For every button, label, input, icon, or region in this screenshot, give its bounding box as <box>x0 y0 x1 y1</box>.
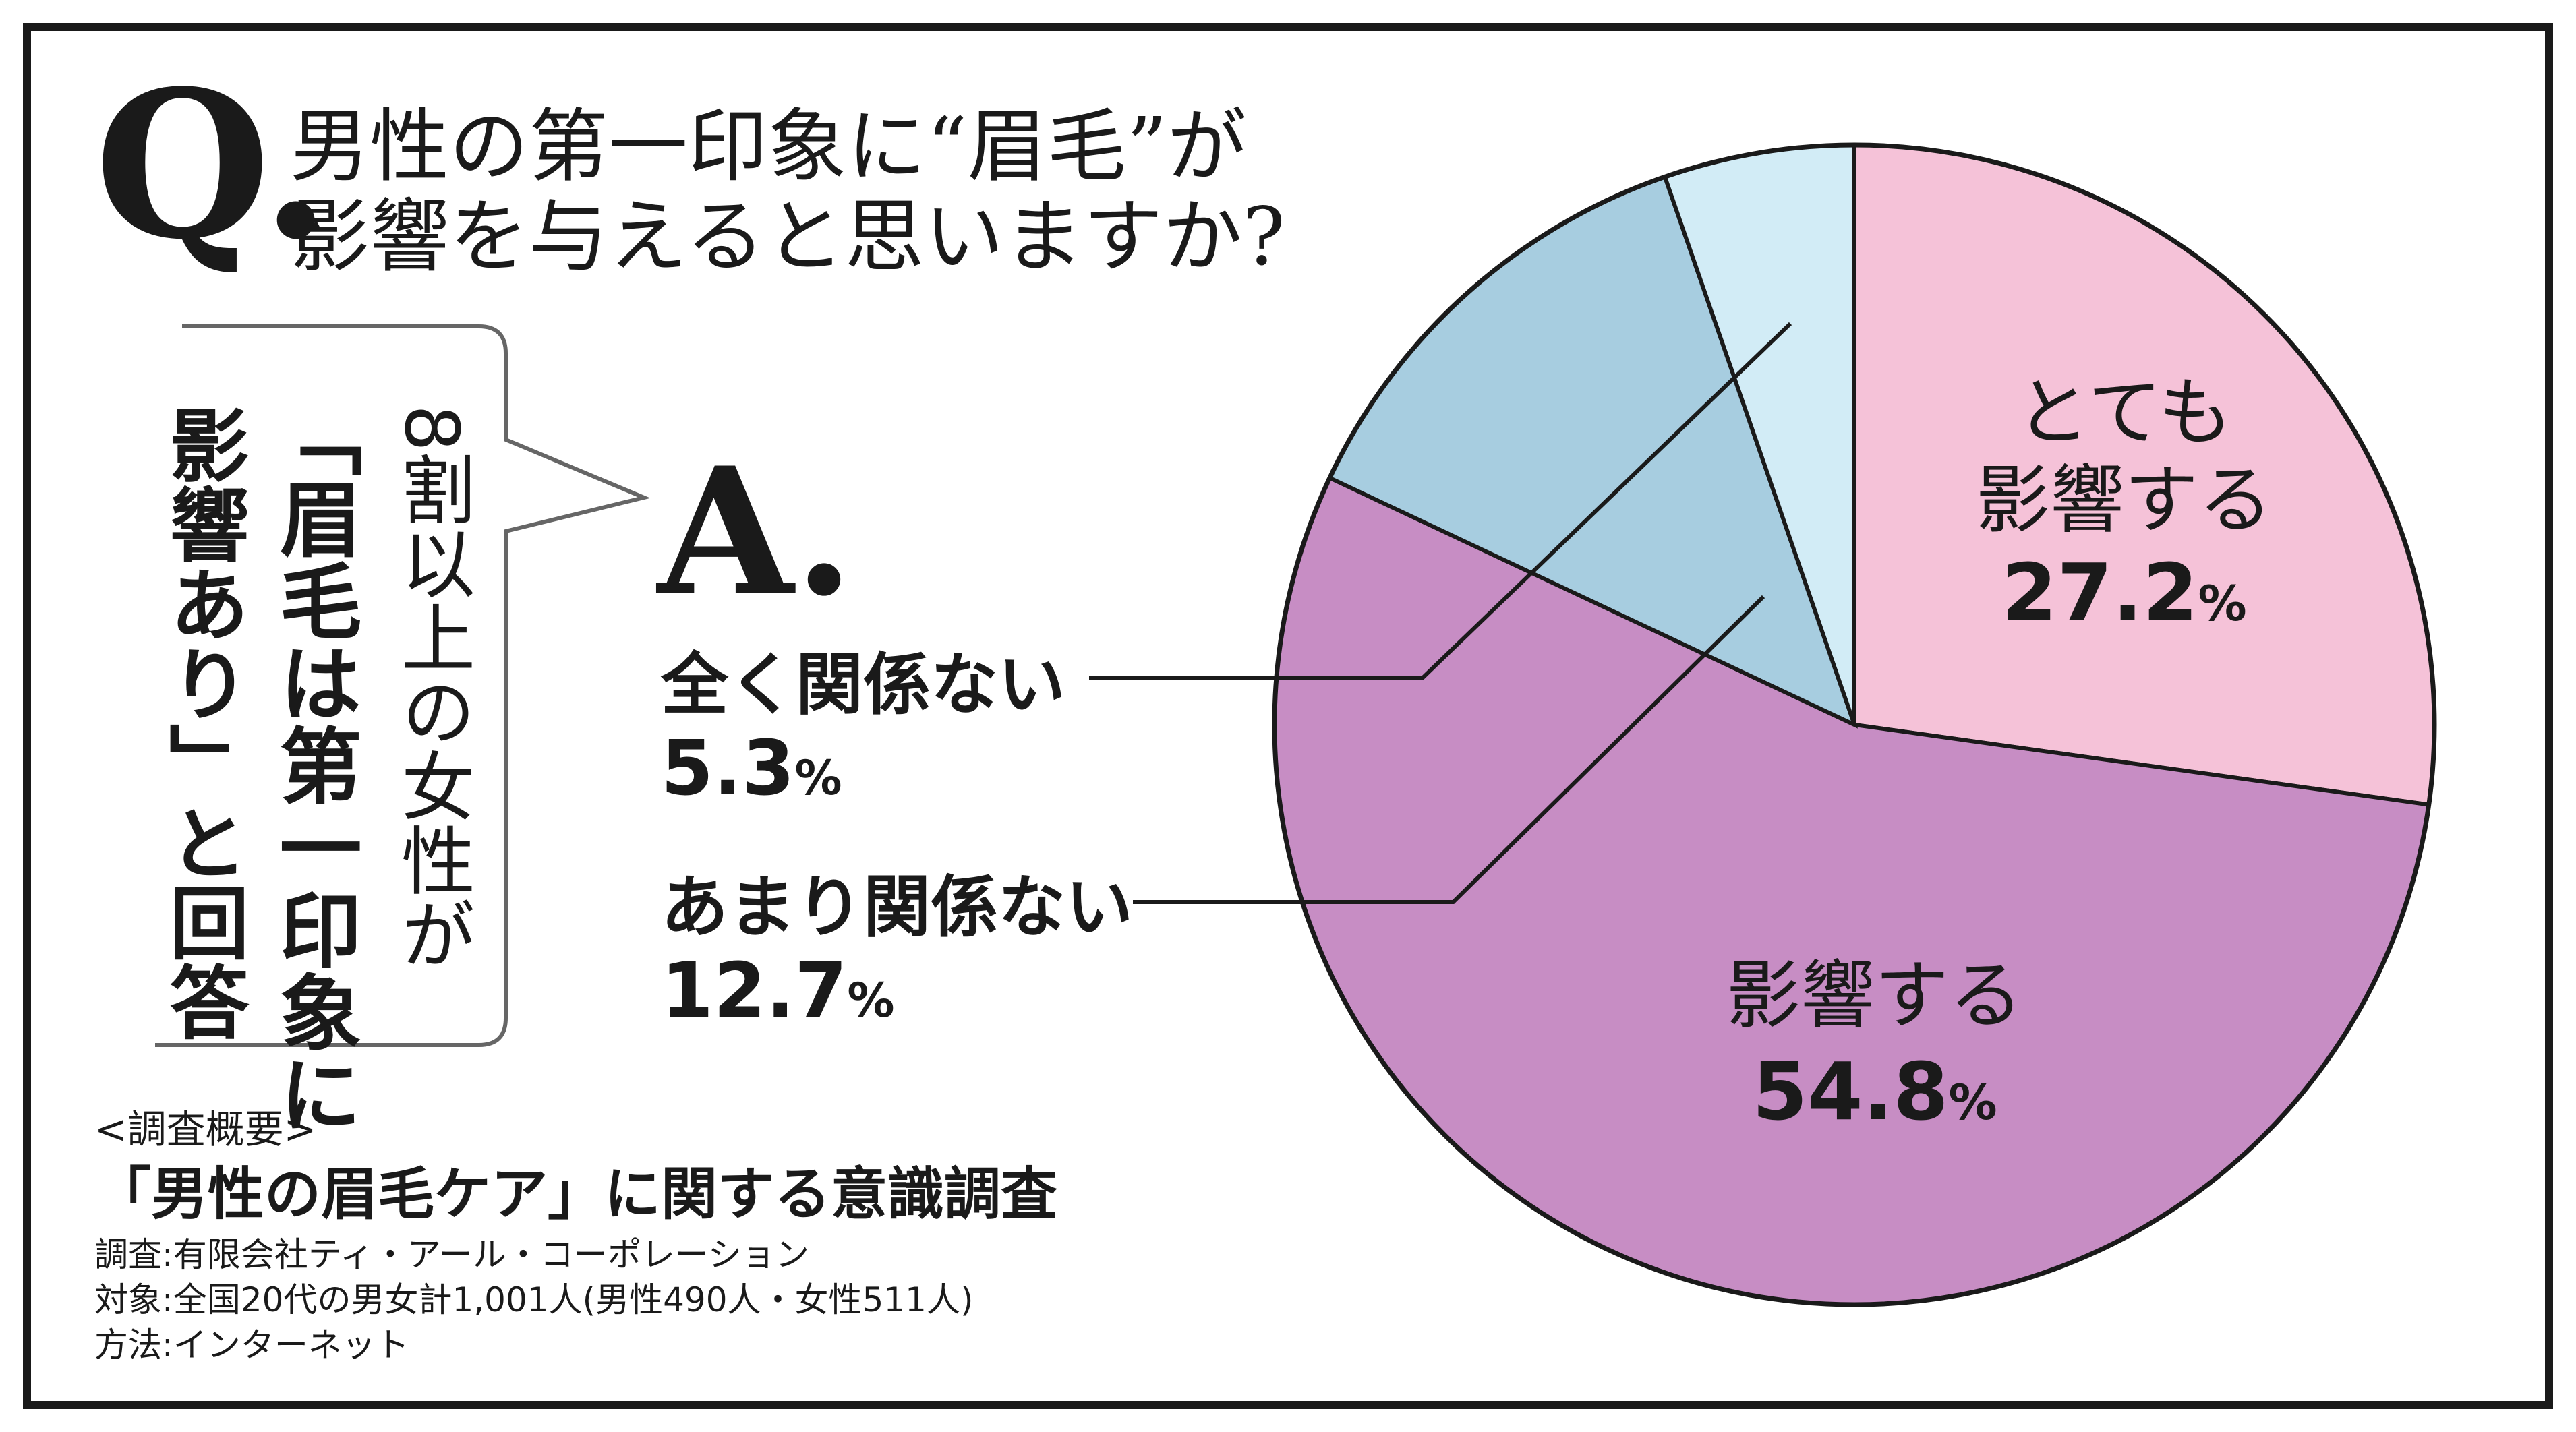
question-line1: 男性の第一印象に“眉毛”が <box>290 100 1247 193</box>
callout-col1: 8割以上の女性が <box>388 405 475 971</box>
survey-line1: 調査:有限会社ティ・アール・コーポレーション <box>94 1235 809 1274</box>
leader-line-slice-2 <box>1133 595 1765 904</box>
slice-value-amari: 12.7% <box>661 947 894 1035</box>
slice-label-0-line2: 影響する <box>1976 457 2273 543</box>
leader-line-slice-3 <box>1089 322 1792 680</box>
callout-bubble <box>155 324 651 1047</box>
survey-line2: 対象:全国20代の男女計1,001人(男性490人・女性511人) <box>94 1280 974 1319</box>
survey-title: 「男性の眉毛ケア」に関する意識調査 <box>94 1161 1057 1227</box>
slice-label-amari: あまり関係ない <box>661 868 1133 947</box>
question-line2: 影響を与えると思いますか? <box>290 190 1285 283</box>
survey-heading: <調査概要> <box>94 1106 316 1152</box>
slice-value-1: 54.8% <box>1752 1045 1997 1138</box>
callout-col3: 影響あり」と回答 <box>156 405 249 1041</box>
answer-marker: A. <box>655 429 854 635</box>
callout-col2: 「眉毛は第一印象に <box>266 394 361 1135</box>
pie-outline <box>1272 142 2437 1307</box>
slice-value-mattaku: 5.3% <box>661 725 842 812</box>
slice-label-mattaku: 全く関係ない <box>660 645 1065 724</box>
survey-line3: 方法:インターネット <box>94 1325 409 1365</box>
question-marker: Q. <box>94 46 331 284</box>
slice-label-0-line1: とても <box>2016 369 2232 456</box>
slice-label-1-line1: 影響する <box>1726 953 2023 1039</box>
slice-value-0: 27.2% <box>2001 546 2246 639</box>
